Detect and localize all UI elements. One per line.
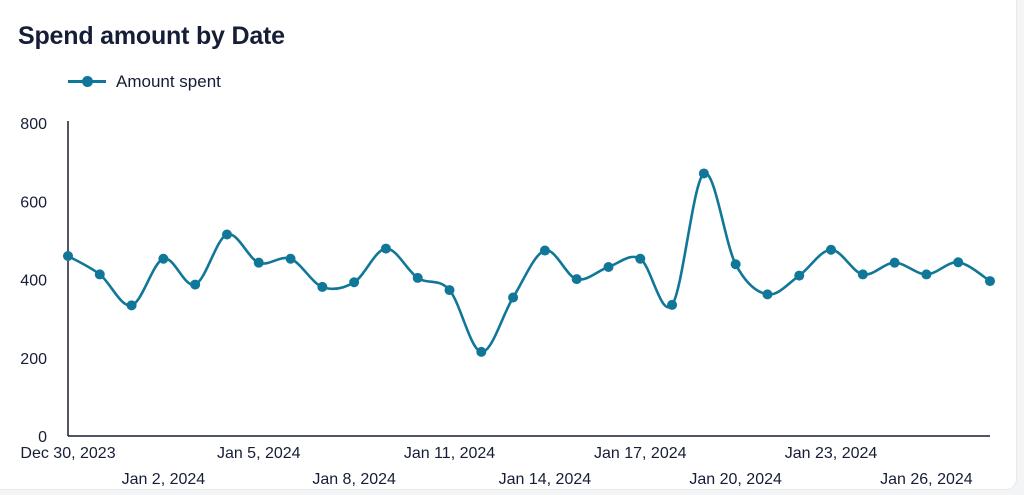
y-tick-label: 200	[20, 351, 47, 368]
x-tick-label: Jan 2, 2024	[122, 471, 206, 488]
x-tick-label: Jan 23, 2024	[785, 445, 878, 462]
data-point[interactable]	[253, 257, 264, 268]
data-point[interactable]	[571, 274, 582, 285]
data-point[interactable]	[985, 276, 995, 287]
x-tick-label: Jan 8, 2024	[312, 471, 396, 488]
x-axis: Dec 30, 2023 Jan 2, 2024 Jan 5, 2024 Jan 8,…	[20, 435, 990, 488]
data-point[interactable]	[444, 285, 455, 296]
data-point[interactable]	[826, 244, 837, 255]
data-point[interactable]	[380, 243, 391, 254]
data-point[interactable]	[158, 253, 169, 264]
x-tick-label: Jan 17, 2024	[594, 445, 687, 462]
chart-title: Spend amount by Date	[18, 22, 285, 50]
data-point[interactable]	[794, 270, 805, 281]
data-point[interactable]	[317, 281, 328, 292]
data-point[interactable]	[508, 292, 519, 303]
data-point[interactable]	[221, 229, 232, 240]
y-tick-label: 800	[20, 116, 47, 133]
data-point[interactable]	[857, 269, 868, 280]
x-tick-label: Jan 14, 2024	[499, 471, 592, 488]
data-point[interactable]	[285, 253, 296, 264]
data-point[interactable]	[412, 272, 423, 283]
y-tick-label: 600	[20, 194, 47, 211]
series-line	[67, 172, 991, 354]
legend-label: Amount spent	[116, 72, 221, 91]
data-point[interactable]	[63, 251, 73, 262]
data-point[interactable]	[94, 269, 105, 280]
x-tick-label: Jan 5, 2024	[217, 445, 301, 462]
y-tick-label: 0	[38, 429, 47, 446]
data-point[interactable]	[349, 277, 360, 288]
data-point[interactable]	[698, 168, 709, 179]
y-axis: 0 200 400 600 800	[20, 116, 69, 446]
x-tick-label: Jan 20, 2024	[689, 471, 782, 488]
data-point[interactable]	[539, 245, 550, 256]
data-point[interactable]	[667, 299, 678, 310]
data-point[interactable]	[190, 279, 201, 290]
x-tick-label: Jan 26, 2024	[880, 471, 973, 488]
data-point[interactable]	[635, 253, 646, 264]
data-point[interactable]	[603, 261, 614, 272]
data-point[interactable]	[126, 300, 137, 311]
data-point[interactable]	[953, 257, 964, 268]
x-tick-label: Jan 11, 2024	[404, 445, 495, 462]
legend-marker	[82, 76, 93, 87]
data-point[interactable]	[730, 259, 741, 270]
data-point[interactable]	[889, 257, 900, 268]
series-layer	[63, 168, 995, 357]
data-point[interactable]	[476, 346, 487, 357]
data-point[interactable]	[762, 289, 773, 300]
legend[interactable]: Amount spent	[68, 70, 221, 94]
legend-swatch	[68, 70, 106, 94]
data-point[interactable]	[921, 269, 932, 280]
x-tick-label: Dec 30, 2023	[20, 445, 115, 462]
y-tick-label: 400	[20, 273, 47, 290]
